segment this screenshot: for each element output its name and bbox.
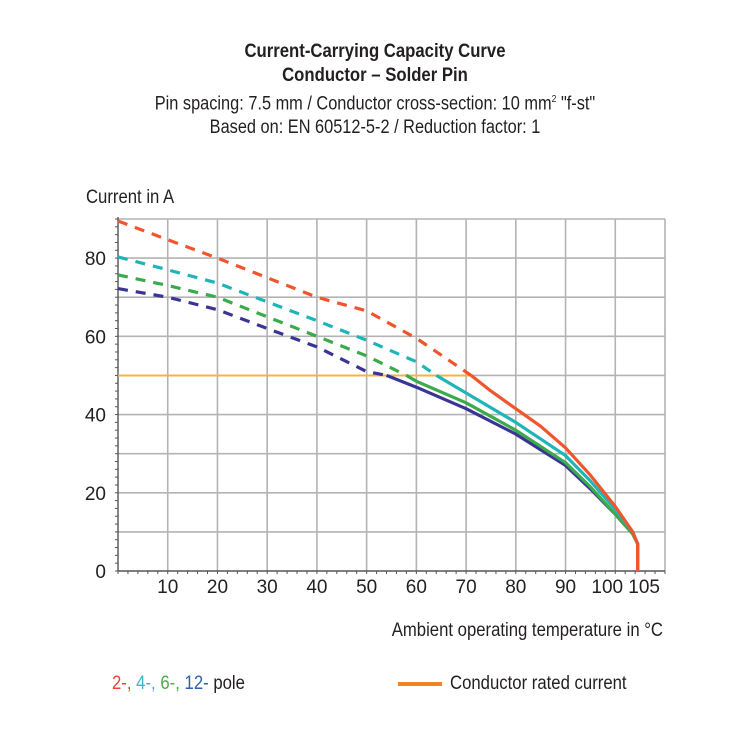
chart-spec-line: Pin spacing: 7.5 mm / Conductor cross-se…	[53, 88, 698, 116]
spec-text: Pin spacing: 7.5 mm / Conductor cross-se…	[154, 93, 552, 115]
y-tick-label: 80	[85, 249, 106, 270]
legend-pole-item: ,	[151, 673, 161, 694]
y-tick-label: 20	[85, 484, 106, 505]
series-4-pole-derating-line	[117, 255, 438, 377]
chart-subtitle: Conductor – Solder Pin	[282, 65, 468, 86]
series-2-pole-derating-line	[117, 219, 472, 377]
x-axis-label: Ambient operating temperature in °C	[392, 619, 663, 640]
spec-suffix: "f-st"	[556, 93, 596, 115]
x-tick-label: 20	[207, 577, 228, 598]
legend-rated-line-swatch	[398, 682, 442, 686]
series-6-pole-line	[405, 374, 640, 571]
axes	[115, 217, 666, 574]
legend-pole-suffix: pole	[208, 673, 245, 694]
legend-pole-item: ,	[175, 673, 185, 694]
legend-pole-list: 2-, 4-, 6-, 12-	[112, 673, 209, 694]
tick-labels: 0 20 40 60 80 10 20 30 40 50 60 70 80 90 100 105	[85, 249, 660, 598]
y-tick-label: 40	[85, 406, 106, 427]
x-tick-label: 105	[628, 577, 660, 598]
legend-pole-item: 6-	[160, 673, 176, 694]
chart-title: Current-Carrying Capacity Curve	[244, 41, 506, 62]
x-tick-label: 70	[456, 577, 477, 598]
y-tick-label: 60	[85, 327, 106, 348]
y-tick-label: 0	[95, 562, 106, 583]
chart-title-block: Current-Carrying Capacity Curve Conducto…	[0, 40, 750, 140]
grid	[118, 218, 666, 571]
x-tick-label: 10	[157, 577, 178, 598]
spec-superscript: 2	[551, 94, 557, 105]
legend-poles: 2-, 4-, 6-, 12- pole	[112, 673, 245, 695]
legend-pole-item: 12-	[184, 673, 209, 694]
x-tick-label: 100	[591, 577, 623, 598]
x-tick-label: 60	[406, 577, 427, 598]
legend-pole-item: ,	[126, 673, 137, 694]
x-tick-label: 50	[356, 577, 377, 598]
legend-rated-current: Conductor rated current	[398, 673, 651, 695]
series-group	[117, 219, 640, 571]
legend-pole-item: 4-	[136, 673, 152, 694]
legend-rated-label: Conductor rated current	[450, 673, 627, 694]
chart-standard-line: Based on: EN 60512-5-2 / Reduction facto…	[209, 117, 541, 139]
series-2-pole-line	[470, 374, 640, 571]
legend-pole-item: 2-	[112, 673, 127, 694]
x-tick-label: 30	[257, 577, 278, 598]
y-axis-label: Current in A	[86, 186, 174, 207]
x-tick-label: 40	[306, 577, 327, 598]
x-tick-label: 80	[505, 577, 526, 598]
x-tick-label: 90	[555, 577, 576, 598]
